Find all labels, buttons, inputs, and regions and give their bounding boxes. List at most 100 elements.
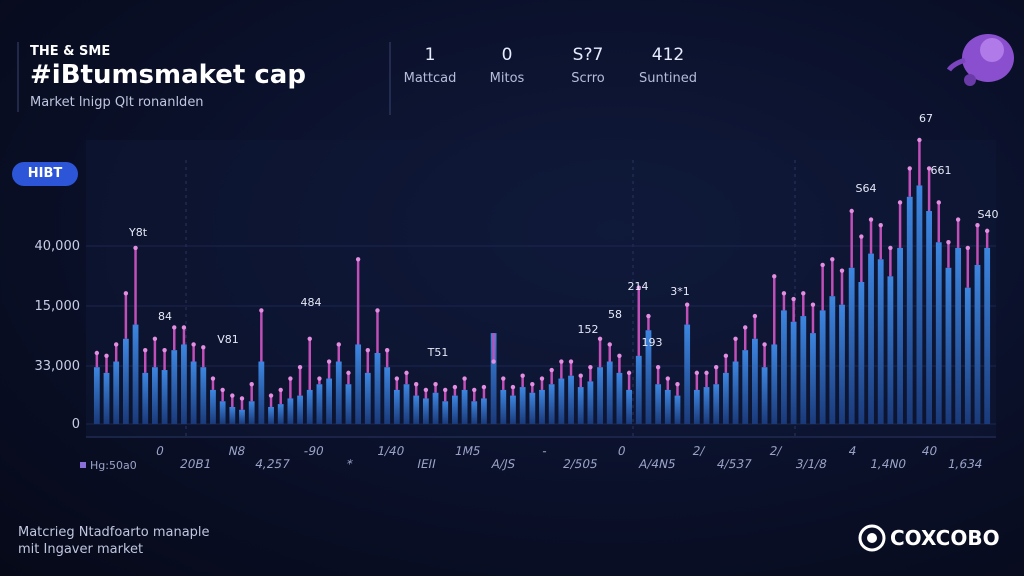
high-dot (162, 347, 167, 353)
bar (945, 267, 952, 424)
annotation: 661 (931, 164, 952, 177)
annotation: Y8t (128, 226, 148, 239)
title: #iBtumsmaket cap (30, 60, 306, 90)
high-dot (268, 393, 274, 398)
high-dot (868, 217, 874, 222)
stat-value: 1 (424, 45, 436, 65)
high-dot (94, 350, 100, 356)
bar (548, 384, 555, 424)
high-dot (568, 359, 574, 364)
bar (868, 253, 874, 424)
bar (790, 321, 797, 424)
annotation: S40 (978, 208, 999, 221)
bar (393, 389, 400, 424)
bar (722, 372, 729, 424)
bar (742, 350, 749, 424)
high-dot (172, 325, 177, 330)
x-tick-label: 40 (920, 444, 938, 458)
x-tick-label: 2/ (691, 444, 707, 458)
high-dot (249, 382, 254, 387)
high-dot (346, 370, 351, 376)
high-dot (897, 200, 903, 205)
high-dot (404, 370, 409, 376)
stat-label: Suntined (639, 71, 697, 86)
high-dot (501, 376, 506, 381)
high-dot (355, 257, 361, 262)
bar (558, 378, 565, 424)
high-dot (626, 370, 632, 376)
bar (606, 361, 613, 424)
bar (684, 324, 691, 424)
bar (374, 353, 381, 424)
annotation: 214 (628, 280, 649, 293)
bar (432, 392, 439, 424)
high-dot (278, 387, 283, 393)
bar (858, 282, 865, 424)
bar (200, 367, 207, 424)
x-tick-label: 4/537 (716, 457, 754, 471)
mascot-icon (946, 34, 1014, 86)
badge[interactable]: HIBT (12, 162, 78, 186)
bar (384, 367, 391, 424)
high-dot (704, 370, 709, 376)
bar (132, 324, 139, 424)
high-dot (984, 228, 990, 234)
bar (471, 401, 478, 424)
high-dot (384, 347, 390, 353)
bar (113, 361, 120, 424)
x-tick-label: IEII (416, 457, 437, 471)
high-dot (936, 200, 941, 205)
bar (964, 287, 971, 424)
bar (219, 401, 226, 424)
bar (819, 310, 826, 424)
bar (752, 338, 758, 424)
high-dot (549, 367, 554, 373)
x-tick-label: N8 (227, 444, 247, 458)
x-tick-label: A/JS (490, 457, 517, 471)
annotation: S64 (856, 182, 877, 195)
high-dot (452, 384, 458, 390)
high-dot (694, 370, 700, 376)
high-dot (297, 365, 303, 370)
bar (529, 392, 536, 424)
kicker: THE & SME (30, 44, 111, 59)
bar (906, 196, 913, 424)
bar (887, 276, 894, 424)
high-dot (530, 382, 535, 387)
bar (955, 247, 962, 424)
high-dot (539, 376, 545, 381)
bar (229, 406, 236, 424)
legend-swatch (80, 462, 86, 468)
bar (335, 361, 342, 424)
high-dot (375, 308, 380, 313)
y-axis-label: 40,000 (35, 239, 81, 254)
high-dot (684, 302, 690, 307)
high-dot (210, 376, 216, 381)
high-dot (597, 336, 603, 341)
bar (626, 389, 632, 424)
x-tick-label: 1/40 (376, 444, 406, 458)
stat-label: Mitos (489, 71, 525, 86)
bar (926, 211, 932, 424)
high-dot (878, 223, 883, 228)
high-dot (791, 296, 796, 302)
stat-value: 0 (501, 45, 513, 65)
bar (916, 185, 923, 424)
annotation: 152 (578, 323, 599, 336)
x-tick-label: - (541, 444, 548, 458)
annotation: 193 (642, 336, 663, 349)
high-dot (975, 223, 980, 228)
stat-value: 412 (651, 45, 685, 65)
high-dot (472, 387, 477, 393)
x-tick-label: 1,4N0 (869, 457, 908, 471)
high-dot (801, 291, 806, 296)
high-dot (123, 291, 129, 296)
bar (413, 395, 420, 424)
bar (664, 389, 671, 424)
high-dot (926, 166, 932, 171)
bar (616, 372, 623, 424)
high-dot (655, 365, 661, 370)
high-dot (839, 268, 845, 273)
high-dot (772, 274, 777, 279)
